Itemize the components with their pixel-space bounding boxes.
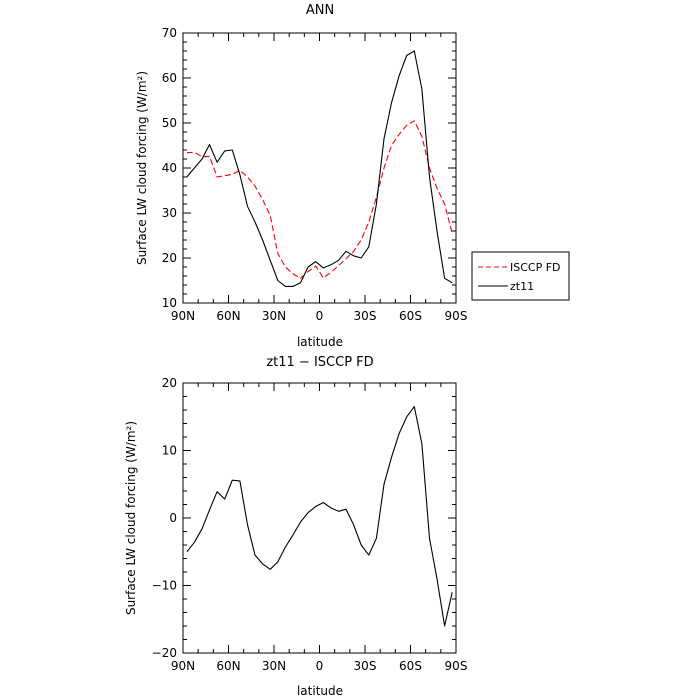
bottom-panel: zt11 − ISCCP FD 90N 60N 30N 0 30S 60S 90S −20 −1… (124, 355, 467, 698)
top-x-tick-label: 60N (216, 309, 240, 323)
bottom-panel-title: zt11 − ISCCP FD (266, 355, 373, 370)
bottom-x-tick-label: 90N (171, 659, 195, 673)
top-x-tick-label: 60S (399, 309, 422, 323)
legend: ISCCP FD zt11 (471, 251, 570, 301)
bottom-x-tick-label: 60S (399, 659, 422, 673)
top-y-axis-label: Surface LW cloud forcing (W/m²) (135, 71, 149, 265)
top-x-tick-label: 30S (354, 309, 377, 323)
bottom-panel-series (186, 406, 453, 627)
bottom-y-tick-label: 10 (162, 444, 177, 458)
legend-label-isccp-fd: ISCCP FD (510, 261, 561, 274)
top-y-tick-label: 70 (162, 26, 177, 40)
bottom-x-tick-label: 60N (216, 659, 240, 673)
top-y-tick-label: 50 (162, 116, 177, 130)
bottom-x-tick-label: 90S (445, 659, 468, 673)
top-y-tick-label: 60 (162, 71, 177, 85)
bottom-panel-ticks: 90N 60N 30N 0 30S 60S 90S −20 −10 0 10 20 (152, 376, 468, 673)
top-y-tick-label: 20 (162, 251, 177, 265)
bottom-x-tick-label: 0 (316, 659, 324, 673)
top-y-tick-label: 10 (162, 296, 177, 310)
top-panel-series (186, 50, 453, 287)
top-x-tick-label: 0 (316, 309, 324, 323)
top-panel-ticks: 90N 60N 30N 0 30S 60S 90S 10 20 30 40 50 60 70 (162, 26, 468, 323)
top-x-tick-label: 90N (171, 309, 195, 323)
top-x-axis-label: latitude (297, 335, 343, 349)
top-panel: ANN 90N 60N 30N 0 30S 60S 90S 10 20 30 40 50 60 70 la… (135, 3, 467, 349)
top-x-tick-label: 90S (445, 309, 468, 323)
top-y-tick-label: 30 (162, 206, 177, 220)
top-series-line-isccp-fd (186, 120, 453, 279)
bottom-y-axis-label: Surface LW cloud forcing (W/m²) (124, 421, 138, 615)
bottom-plot-frame (182, 382, 457, 654)
top-plot-frame (182, 32, 457, 304)
bottom-x-tick-label: 30N (262, 659, 286, 673)
top-x-tick-label: 30N (262, 309, 286, 323)
legend-label-zt11: zt11 (510, 280, 534, 293)
bottom-y-tick-label: −20 (152, 646, 177, 660)
bottom-x-axis-label: latitude (297, 684, 343, 698)
top-series-line-zt11 (186, 50, 453, 287)
bottom-y-tick-label: −10 (152, 579, 177, 593)
bottom-x-tick-label: 30S (354, 659, 377, 673)
top-y-tick-label: 40 (162, 161, 177, 175)
bottom-y-tick-label: 20 (162, 376, 177, 390)
bottom-y-tick-label: 0 (169, 511, 177, 525)
legend-frame (471, 251, 570, 301)
bottom-series-line-difference (186, 406, 453, 627)
top-panel-title: ANN (306, 3, 334, 18)
